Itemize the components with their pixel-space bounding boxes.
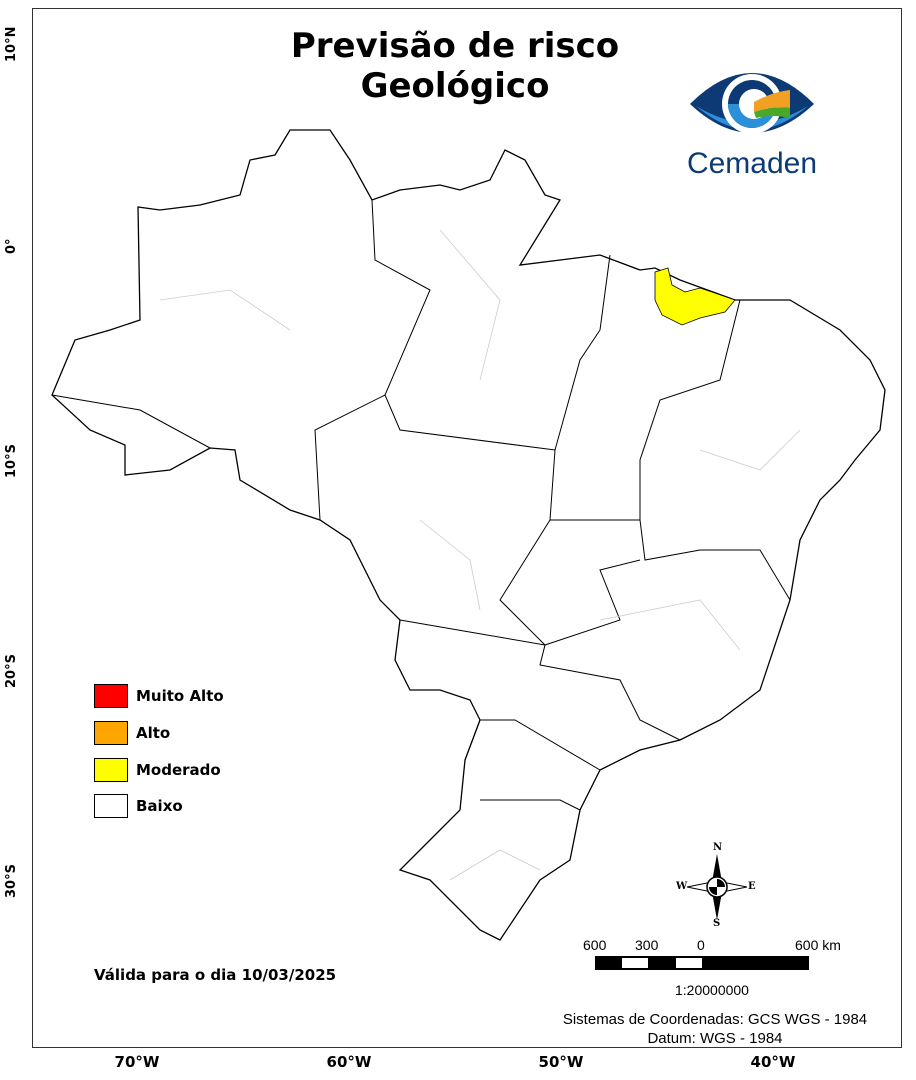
legend-item: Moderado [94, 758, 221, 782]
municipal-borders [159, 229, 801, 881]
valid-date: Válida para o dia 10/03/2025 [94, 966, 337, 984]
scale-bar [595, 956, 809, 970]
datum-text: Datum: WGS - 1984 [647, 1030, 783, 1047]
legend-swatch [94, 758, 128, 782]
legend-item: Baixo [94, 794, 183, 818]
map-frame [32, 8, 902, 1048]
x-tick: 70°W [114, 1053, 160, 1071]
y-tick: 30°S [4, 864, 19, 898]
y-tick: 10°N [4, 26, 19, 62]
legend-swatch [94, 684, 128, 708]
moderado-region [654, 267, 736, 326]
x-tick: 60°W [326, 1053, 372, 1071]
x-tick: 50°W [538, 1053, 584, 1071]
x-tick: 40°W [750, 1053, 796, 1071]
legend-swatch [94, 721, 128, 745]
legend-item: Muito Alto [94, 684, 224, 708]
y-tick: 20°S [4, 654, 19, 688]
cemaden-logo: Cemaden [672, 62, 832, 180]
crs-text: Sistemas de Coordenadas: GCS WGS - 1984 [562, 1011, 868, 1028]
map-title: Previsão de risco Geológico [290, 26, 620, 106]
state-borders [51, 199, 791, 811]
y-tick: 0° [4, 238, 19, 254]
scale-ratio: 1:20000000 [675, 982, 749, 998]
legend-item: Alto [94, 721, 170, 745]
y-tick: 10°S [4, 444, 19, 478]
brazil-outline [51, 129, 886, 941]
north-arrow: N S W E [676, 842, 756, 929]
legend-swatch [94, 794, 128, 818]
